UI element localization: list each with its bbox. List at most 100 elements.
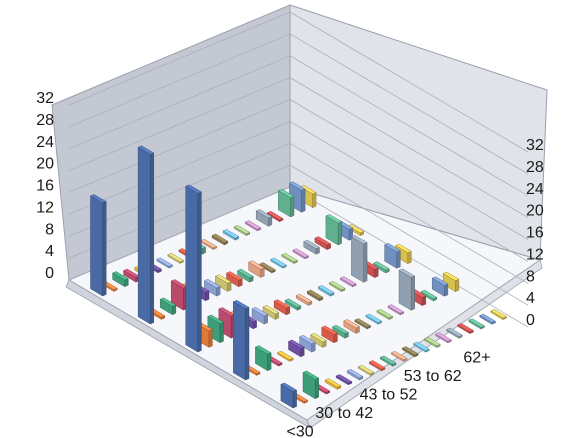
bar — [457, 323, 474, 334]
left-tick-label: 16 — [36, 178, 54, 195]
bar — [185, 184, 202, 353]
right-tick-label: 0 — [526, 312, 535, 329]
bar — [328, 281, 346, 292]
bar — [324, 378, 342, 390]
right-tick-label: 24 — [526, 181, 544, 198]
gridline — [68, 77, 529, 218]
bar — [156, 257, 173, 269]
bar — [339, 276, 357, 288]
bar — [490, 309, 507, 321]
bar — [317, 285, 335, 297]
bar — [424, 337, 441, 348]
gridline — [68, 11, 529, 153]
left-tick-label: 24 — [36, 134, 54, 151]
bar — [302, 370, 320, 400]
bar — [321, 325, 338, 344]
bar — [277, 350, 294, 362]
bar — [420, 289, 438, 302]
bar — [90, 194, 107, 297]
gridline — [68, 33, 529, 175]
bar — [387, 304, 405, 316]
bar — [373, 261, 390, 274]
bar — [248, 260, 265, 278]
right-tick-label: 8 — [526, 268, 535, 285]
bar — [468, 318, 485, 330]
depth-tick-label: 43 to 52 — [360, 387, 418, 404]
bar — [280, 382, 298, 409]
gridline — [68, 55, 529, 197]
bar — [259, 262, 276, 274]
bar — [379, 355, 397, 367]
floor-front-right-edge — [306, 259, 543, 429]
bar — [384, 242, 401, 269]
bar — [435, 332, 452, 344]
bars — [90, 145, 507, 409]
right-tick-label: 28 — [526, 159, 544, 176]
bar — [442, 271, 460, 293]
bar — [137, 145, 155, 325]
bar — [335, 374, 353, 386]
bar — [284, 298, 302, 311]
right-tick-label: 16 — [526, 225, 544, 242]
bar — [292, 248, 309, 260]
bar — [273, 299, 291, 316]
right-tick-label: 32 — [526, 137, 544, 154]
bar — [431, 276, 449, 297]
bar — [232, 300, 250, 381]
bar — [314, 236, 332, 250]
bar — [303, 239, 320, 255]
bar — [277, 188, 295, 218]
depth-tick-label: <30 — [287, 424, 314, 438]
bar — [325, 214, 343, 246]
bar — [203, 278, 221, 297]
depth-tick-label: 53 to 62 — [404, 368, 462, 385]
bar — [368, 360, 386, 372]
bar — [299, 334, 316, 353]
bar — [390, 350, 408, 362]
bar — [211, 233, 229, 246]
bar — [159, 297, 177, 316]
bar — [295, 293, 313, 306]
left-tick-label: 8 — [45, 221, 54, 238]
bar — [266, 211, 284, 222]
bar — [413, 341, 430, 353]
bar — [346, 369, 364, 381]
bar — [237, 268, 254, 283]
left-tick-label: 28 — [36, 112, 54, 129]
bar — [251, 306, 269, 325]
bar — [401, 346, 419, 358]
bar — [226, 271, 243, 288]
bar — [255, 209, 273, 227]
bar — [354, 318, 371, 330]
bar — [254, 345, 272, 372]
bar — [262, 305, 280, 320]
depth-tick-label: 62+ — [463, 349, 490, 366]
left-tick-label: 12 — [36, 199, 54, 216]
left-axis-ticks: 0 4 8 12 16 20 24 28 32 — [36, 90, 54, 282]
right-tick-label: 20 — [526, 203, 544, 220]
right-tick-label: 12 — [526, 246, 544, 263]
bar — [281, 253, 298, 264]
bar — [365, 313, 383, 325]
bar — [112, 271, 129, 288]
bar — [222, 229, 240, 241]
bar — [167, 252, 184, 264]
bar — [479, 313, 496, 325]
bar — [310, 333, 327, 348]
bar — [244, 220, 262, 232]
bar — [376, 309, 394, 320]
bar — [200, 238, 218, 250]
bar — [350, 235, 368, 283]
bar — [270, 257, 287, 269]
bar — [446, 327, 463, 339]
left-tick-label: 20 — [36, 156, 54, 173]
bar — [306, 289, 324, 302]
left-tick-label: 4 — [45, 243, 54, 260]
bar — [288, 339, 305, 358]
left-tick-label: 0 — [45, 265, 54, 282]
depth-tick-label: 30 to 42 — [315, 405, 373, 422]
left-tick-label: 32 — [36, 90, 54, 107]
